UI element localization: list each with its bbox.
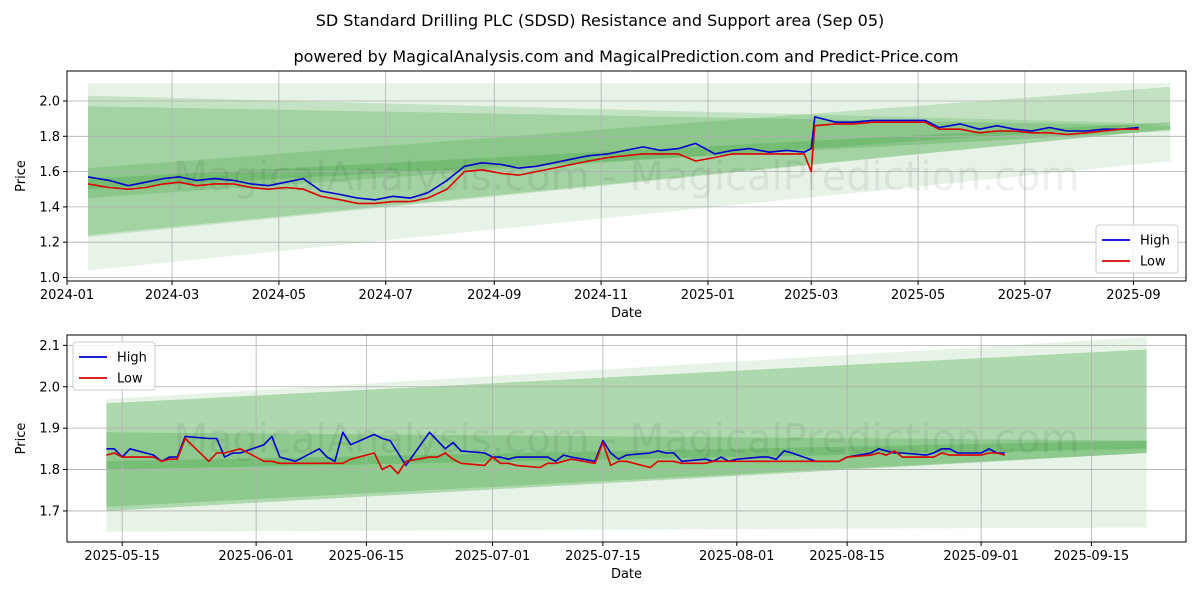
x-tick-label: 2025-08-15 (809, 549, 885, 564)
bottom-panel: MagicalAnalysis.com - MagicalPrediction.… (14, 334, 1187, 582)
legend-box (72, 341, 156, 391)
support-resistance-band-0 (88, 83, 1171, 271)
y-axis-label: Price (14, 423, 29, 455)
plot-frame (66, 70, 1187, 282)
x-tick-label: 2025-07 (998, 288, 1052, 303)
legend-label-low: Low (117, 372, 143, 387)
grid-group (66, 71, 1186, 281)
y-tick-label: 2.0 (39, 380, 60, 395)
x-tick-label: 2025-09-15 (1054, 549, 1130, 564)
x-axis-label: Date (611, 567, 642, 582)
series-group (87, 116, 1139, 205)
plot-frame (66, 334, 1187, 543)
y-tick-label: 1.8 (39, 463, 60, 478)
x-tick-label: 2024-05 (252, 288, 306, 303)
chart-title: SD Standard Drilling PLC (SDSD) Resistan… (316, 11, 885, 30)
legend-label-low: Low (1140, 255, 1166, 270)
x-tick-label: 2024-11 (574, 288, 628, 303)
watermark-text: MagicalAnalysis.com - MagicalPrediction.… (174, 154, 1080, 200)
x-tick-label: 2025-08-01 (699, 549, 775, 564)
y-tick-label: 2.0 (39, 95, 60, 110)
support-resistance-band-3 (88, 86, 1171, 199)
legend-box (1095, 224, 1179, 274)
legend: High Low (1095, 224, 1179, 274)
y-tick-label: 1.0 (39, 271, 60, 286)
x-tick-label: 2025-05-15 (84, 549, 160, 564)
x-tick-label: 2025-03 (784, 288, 838, 303)
series-group (106, 431, 1006, 475)
grid-group (67, 335, 1186, 542)
x-tick-label: 2024-03 (145, 288, 199, 303)
y-tick-label: 2.1 (39, 339, 60, 354)
x-axis-label: Date (611, 306, 642, 321)
series-line-high (87, 116, 1139, 201)
y-tick-label: 1.4 (39, 200, 60, 215)
support-resistance-band-1 (88, 95, 1171, 237)
series-line-low (87, 121, 1139, 205)
x-tick-label: 2025-07-01 (455, 549, 531, 564)
x-tick-label: 2025-09 (1106, 288, 1160, 303)
y-tick-label: 1.7 (39, 504, 60, 519)
y-axis-label: Price (14, 160, 29, 192)
x-tick-label: 2025-07-15 (565, 549, 641, 564)
top-panel: MagicalAnalysis.com - MagicalPrediction.… (14, 70, 1187, 321)
x-tick-label: 2024-01 (40, 288, 94, 303)
y-tick-label: 1.2 (39, 236, 60, 251)
x-tick-label: 2025-09-01 (943, 549, 1019, 564)
x-tick-label: 2024-09 (467, 288, 521, 303)
y-tick-label: 1.9 (39, 422, 60, 437)
x-tick-label: 2024-07 (359, 288, 413, 303)
legend-label-high: High (117, 351, 147, 366)
series-line-low (106, 437, 1006, 475)
legend-label-high: High (1140, 234, 1170, 249)
x-tick-label: 2025-06-15 (329, 549, 405, 564)
legend: High Low (72, 341, 156, 391)
x-tick-label: 2025-06-01 (218, 549, 294, 564)
y-tick-label: 1.6 (39, 165, 60, 180)
y-tick-label: 1.8 (39, 130, 60, 145)
chart-subtitle: powered by MagicalAnalysis.com and Magic… (293, 47, 958, 66)
x-tick-label: 2025-05 (891, 288, 945, 303)
x-tick-label: 2025-01 (681, 288, 735, 303)
